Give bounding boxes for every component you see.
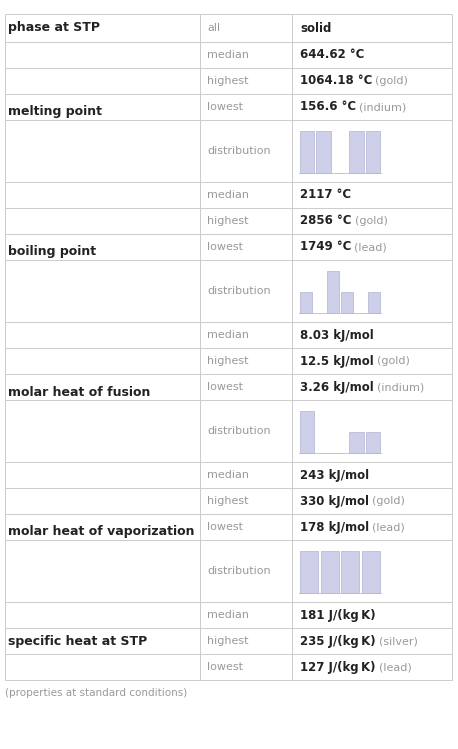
Text: highest: highest	[207, 496, 249, 506]
Text: (lead): (lead)	[378, 662, 411, 672]
Text: lowest: lowest	[207, 382, 243, 392]
Text: median: median	[207, 330, 249, 340]
Bar	[327, 270, 339, 312]
Text: 330 kJ/mol: 330 kJ/mol	[300, 494, 369, 508]
Text: boiling point: boiling point	[8, 246, 96, 258]
Text: highest: highest	[207, 216, 249, 226]
Text: lowest: lowest	[207, 662, 243, 672]
Text: highest: highest	[207, 636, 249, 646]
Text: (lead): (lead)	[354, 242, 387, 252]
Text: median: median	[207, 470, 249, 480]
Bar	[368, 291, 380, 312]
Text: 3.26 kJ/mol: 3.26 kJ/mol	[300, 380, 374, 393]
Text: (gold): (gold)	[377, 356, 409, 366]
Text: (properties at standard conditions): (properties at standard conditions)	[5, 688, 187, 698]
Text: (indium): (indium)	[377, 382, 424, 392]
Bar	[341, 551, 360, 592]
Text: median: median	[207, 610, 249, 620]
Text: median: median	[207, 50, 249, 60]
Text: highest: highest	[207, 356, 249, 366]
Text: (indium): (indium)	[359, 102, 406, 112]
Text: distribution: distribution	[207, 426, 271, 436]
Text: (gold): (gold)	[354, 216, 387, 226]
Bar	[366, 130, 380, 173]
Text: 181 J/(kg K): 181 J/(kg K)	[300, 608, 376, 622]
Bar	[321, 551, 338, 592]
Bar	[300, 291, 312, 312]
Text: molar heat of vaporization: molar heat of vaporization	[8, 526, 195, 539]
Bar	[349, 431, 364, 452]
Text: median: median	[207, 190, 249, 200]
Text: (gold): (gold)	[376, 76, 408, 86]
Text: 235 J/(kg K): 235 J/(kg K)	[300, 634, 376, 647]
Text: distribution: distribution	[207, 286, 271, 296]
Text: 127 J/(kg K): 127 J/(kg K)	[300, 661, 376, 673]
Bar	[366, 431, 380, 452]
Text: lowest: lowest	[207, 102, 243, 112]
Bar	[349, 130, 364, 173]
Text: 8.03 kJ/mol: 8.03 kJ/mol	[300, 329, 374, 342]
Bar	[341, 291, 353, 312]
Text: 644.62 °C: 644.62 °C	[300, 49, 365, 61]
Text: melting point: melting point	[8, 106, 102, 118]
Text: distribution: distribution	[207, 146, 271, 156]
Text: 1064.18 °C: 1064.18 °C	[300, 74, 372, 88]
Bar	[316, 130, 331, 173]
Text: (gold): (gold)	[372, 496, 405, 506]
Text: (silver): (silver)	[379, 636, 418, 646]
Text: specific heat at STP: specific heat at STP	[8, 634, 147, 647]
Bar	[362, 551, 380, 592]
Text: lowest: lowest	[207, 242, 243, 252]
Bar	[5, 14, 452, 680]
Text: 178 kJ/mol: 178 kJ/mol	[300, 521, 369, 533]
Text: 156.6 °C: 156.6 °C	[300, 100, 356, 114]
Text: phase at STP: phase at STP	[8, 22, 100, 34]
Text: distribution: distribution	[207, 566, 271, 576]
Text: 243 kJ/mol: 243 kJ/mol	[300, 469, 369, 482]
Text: 2117 °C: 2117 °C	[300, 189, 351, 201]
Bar	[300, 410, 314, 452]
Text: 2856 °C: 2856 °C	[300, 214, 351, 228]
Bar	[300, 551, 318, 592]
Text: solid: solid	[300, 22, 332, 34]
Bar	[300, 130, 314, 173]
Text: all: all	[207, 23, 220, 33]
Text: highest: highest	[207, 76, 249, 86]
Text: 1749 °C: 1749 °C	[300, 240, 351, 253]
Text: (lead): (lead)	[372, 522, 405, 532]
Text: lowest: lowest	[207, 522, 243, 532]
Text: 12.5 kJ/mol: 12.5 kJ/mol	[300, 354, 374, 368]
Text: molar heat of fusion: molar heat of fusion	[8, 386, 150, 398]
